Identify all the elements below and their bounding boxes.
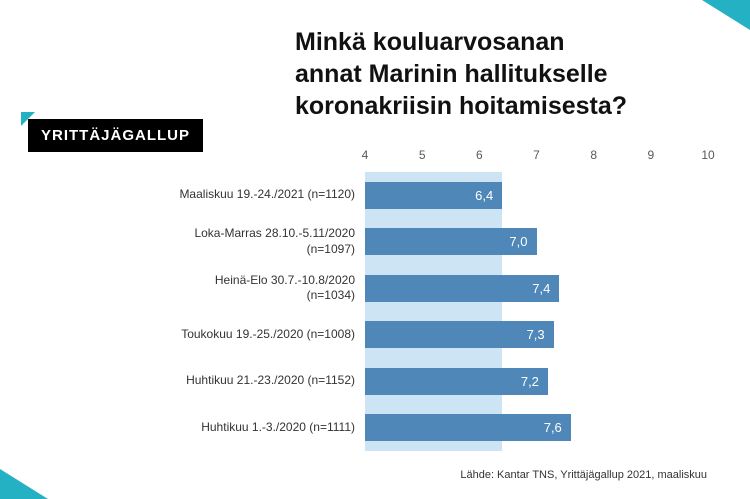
bar: 6,4 <box>365 181 503 209</box>
category-label: Maaliskuu 19.-24./2021 (n=1120) <box>179 187 355 202</box>
category-label: Huhtikuu 1.-3./2020 (n=1111) <box>201 419 355 434</box>
bar: 7,6 <box>365 414 571 442</box>
corner-triangle-bottom-left <box>0 469 48 499</box>
source-note: Lähde: Kantar TNS, Yrittäjägallup 2021, … <box>460 469 707 481</box>
bar-row: 7,4 <box>365 265 708 312</box>
bar: 7,2 <box>365 367 548 395</box>
x-axis: 4 5 6 7 8 9 10 <box>361 148 715 170</box>
category-labels: Maaliskuu 19.-24./2021 (n=1120) Loka-Marr… <box>115 172 365 451</box>
yrittajagallup-logo: YRITTÄJÄGALLUP <box>21 112 203 152</box>
category-label: Toukokuu 19.-25./2020 (n=1008) <box>181 326 355 341</box>
highlight-band <box>365 172 503 451</box>
bar-value-label: 7,6 <box>543 420 562 436</box>
bar-chart: 4 5 6 7 8 9 10 Maaliskuu 19.-24./2021 (n=1120)… <box>115 148 715 451</box>
bar: 7,3 <box>365 321 554 349</box>
chart-title-line: Minkä kouluarvosanan <box>295 28 565 56</box>
x-axis-tick: 8 <box>590 148 597 162</box>
logo-text: YRITTÄJÄGALLUP <box>41 127 190 144</box>
chart-title-line: koronakriisin hoitamisesta? <box>295 92 628 120</box>
bar-rows: 6,4 7,0 7,4 7,3 7,2 7,6 <box>365 172 708 451</box>
bar: 7,0 <box>365 228 537 256</box>
bar-value-label: 7,2 <box>520 373 539 389</box>
category-label: Heinä-Elo 30.7.-10.8/2020 (n=1034) <box>214 272 355 303</box>
bar-row: 7,2 <box>365 358 708 405</box>
category-label: Huhtikuu 21.-23./2020 (n=1152) <box>186 373 355 388</box>
x-axis-tick: 6 <box>475 148 483 162</box>
chart-title: Minkä kouluarvosanan annat Marinin halli… <box>295 26 740 122</box>
bar-row: 7,6 <box>365 405 708 452</box>
logo-accent-triangle <box>21 112 35 126</box>
bar: 7,4 <box>365 274 560 302</box>
bar-row: 7,0 <box>365 219 708 266</box>
chart-title-line: annat Marinin hallitukselle <box>295 60 608 88</box>
x-axis-tick: 10 <box>701 148 715 162</box>
corner-triangle-top-right <box>702 0 750 30</box>
bar-row: 6,4 <box>365 172 708 219</box>
bar-row: 7,3 <box>365 312 708 359</box>
x-axis-tick: 9 <box>647 148 655 162</box>
bar-value-label: 6,4 <box>475 187 494 203</box>
category-label: Loka-Marras 28.10.-5.11/2020 (n=1097) <box>194 226 355 256</box>
bar-value-label: 7,4 <box>532 280 551 296</box>
bar-value-label: 7,3 <box>526 327 545 343</box>
x-axis-tick: 4 <box>361 148 369 162</box>
x-axis-tick: 5 <box>418 148 426 162</box>
x-axis-tick: 7 <box>533 148 540 162</box>
plot-area: 6,4 7,0 7,4 7,3 7,2 7,6 <box>365 172 708 451</box>
bar-value-label: 7,0 <box>509 234 528 250</box>
